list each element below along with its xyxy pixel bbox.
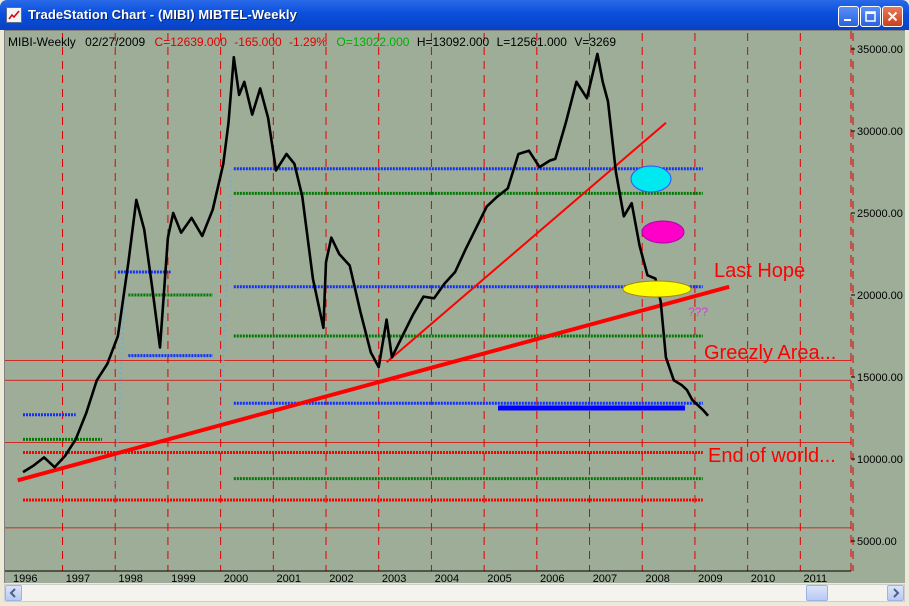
question-marks-label: ???	[688, 305, 708, 319]
scroll-right-button[interactable]	[887, 585, 904, 601]
volume-value: V=3269	[574, 35, 617, 49]
price-series-line	[22, 52, 710, 474]
title-bar[interactable]: TradeStation Chart - (MIBI) MIBTEL-Weekl…	[0, 0, 909, 30]
window-title: TradeStation Chart - (MIBI) MIBTEL-Weekl…	[28, 7, 297, 22]
quote-info-line: MIBI-Weekly 02/27/2009 C=12639.000 -165.…	[8, 35, 622, 49]
x-tick-label: 1996	[13, 573, 37, 584]
level-step-dots	[114, 271, 127, 489]
magenta-highlight-ellipse	[641, 220, 685, 244]
y-tick-label: 20000.00	[857, 290, 903, 302]
x-tick-label: 2007	[593, 573, 617, 584]
greezly-area-label: Greezly Area...	[704, 342, 836, 364]
minimize-icon	[844, 19, 851, 21]
arrow-left-icon	[9, 588, 16, 598]
x-tick-label: 2005	[487, 573, 511, 584]
close-value: C=12639.000	[154, 35, 227, 49]
x-tick-label: 2002	[329, 573, 353, 584]
chart-area[interactable]: 35000.00 30000.00 25000.00 20000.00 15000.00…	[4, 30, 906, 584]
open-value: O=13022.000	[336, 35, 410, 49]
y-tick-label: 5000.00	[857, 536, 897, 548]
close-button[interactable]	[882, 6, 903, 27]
level-step-dots	[219, 168, 233, 427]
long-term-trendline	[17, 284, 730, 483]
low-value: L=12561.000	[496, 35, 567, 49]
y-tick-label: 30000.00	[857, 126, 903, 138]
y-tick-label: 25000.00	[857, 208, 903, 220]
arrow-right-icon	[893, 588, 900, 598]
x-tick-label: 2001	[277, 573, 301, 584]
last-hope-label: Last Hope	[714, 260, 805, 282]
scroll-left-button[interactable]	[5, 585, 22, 601]
x-tick-label: 2000	[224, 573, 248, 584]
yellow-highlight-ellipse	[622, 280, 692, 298]
price-chart[interactable]: 35000.00 30000.00 25000.00 20000.00 15000.00…	[5, 31, 906, 584]
x-tick-label: 2010	[751, 573, 775, 584]
cyan-highlight-ellipse	[630, 165, 672, 193]
date-label: 02/27/2009	[85, 35, 146, 49]
y-tick-label: 15000.00	[857, 372, 903, 384]
horizontal-scrollbar[interactable]	[4, 584, 905, 602]
end-of-world-label: End of world...	[708, 445, 836, 467]
y-tick-label: 10000.00	[857, 454, 903, 466]
x-tick-label: 2003	[382, 573, 406, 584]
x-tick-label: 2008	[645, 573, 669, 584]
x-tick-label: 1999	[171, 573, 195, 584]
x-tick-label: 1998	[118, 573, 142, 584]
x-tick-label: 1997	[66, 573, 90, 584]
change-value: -165.000	[234, 35, 282, 49]
symbol-label: MIBI-Weekly	[8, 35, 76, 49]
y-tick-label: 35000.00	[857, 44, 903, 56]
maximize-button[interactable]	[860, 6, 881, 27]
maximize-icon	[865, 11, 876, 22]
minimize-button[interactable]	[838, 6, 859, 27]
uptrend-trendline	[385, 122, 667, 363]
x-tick-label: 2009	[698, 573, 722, 584]
x-tick-label: 2004	[435, 573, 459, 584]
high-value: H=13092.000	[416, 35, 490, 49]
scroll-thumb[interactable]	[806, 585, 828, 601]
x-tick-label: 2011	[804, 573, 828, 584]
x-tick-label: 2006	[540, 573, 564, 584]
tradestation-app-icon[interactable]	[6, 7, 22, 23]
close-icon	[887, 11, 898, 22]
change-pct-value: -1.29%	[289, 35, 328, 49]
